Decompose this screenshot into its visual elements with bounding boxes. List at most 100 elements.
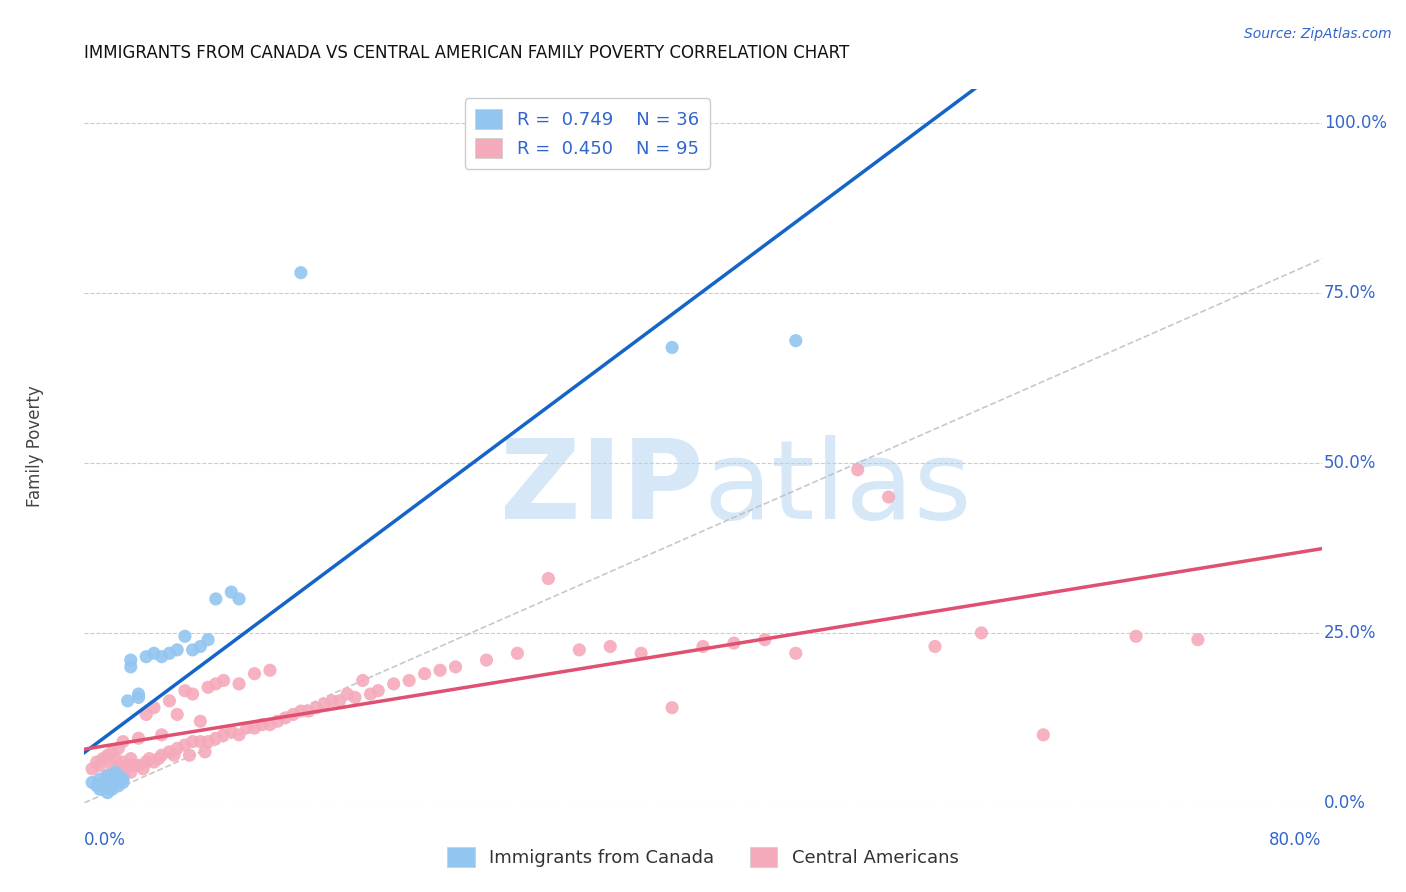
Point: [219, 724, 242, 739]
Point: [104, 769, 127, 783]
Point: [243, 666, 266, 681]
Point: [86, 779, 108, 793]
Point: [537, 572, 560, 586]
Point: [228, 591, 250, 606]
Point: [846, 463, 869, 477]
Point: [135, 707, 157, 722]
Point: [205, 677, 228, 691]
Point: [104, 765, 127, 780]
Point: [112, 734, 135, 748]
Point: [174, 629, 197, 643]
Point: [174, 683, 197, 698]
Point: [188, 640, 211, 654]
Point: [328, 694, 352, 708]
Point: [661, 700, 683, 714]
Text: 75.0%: 75.0%: [1324, 284, 1376, 302]
Point: [360, 687, 382, 701]
Point: [120, 660, 142, 674]
Point: [181, 643, 204, 657]
Point: [96, 786, 118, 800]
Text: 0.0%: 0.0%: [1324, 794, 1367, 812]
Point: [89, 782, 111, 797]
Text: 50.0%: 50.0%: [1324, 454, 1376, 472]
Point: [117, 758, 139, 772]
Text: 100.0%: 100.0%: [1324, 114, 1388, 132]
Legend: Immigrants from Canada, Central Americans: Immigrants from Canada, Central American…: [440, 839, 966, 874]
Point: [104, 775, 127, 789]
Point: [150, 649, 173, 664]
Point: [243, 721, 266, 735]
Point: [166, 707, 188, 722]
Point: [212, 673, 235, 688]
Point: [112, 775, 135, 789]
Point: [259, 717, 281, 731]
Point: [343, 690, 366, 705]
Point: [107, 769, 129, 783]
Point: [413, 666, 436, 681]
Point: [312, 698, 335, 712]
Point: [174, 738, 197, 752]
Point: [290, 704, 312, 718]
Point: [107, 741, 129, 756]
Point: [122, 758, 145, 772]
Point: [475, 653, 498, 667]
Point: [143, 646, 166, 660]
Point: [104, 751, 127, 765]
Point: [630, 646, 652, 660]
Point: [1187, 632, 1209, 647]
Point: [132, 762, 155, 776]
Point: [228, 677, 250, 691]
Point: [82, 775, 104, 789]
Point: [107, 779, 129, 793]
Point: [159, 646, 180, 660]
Point: [86, 755, 108, 769]
Point: [188, 714, 211, 729]
Point: [135, 649, 157, 664]
Point: [259, 663, 281, 677]
Point: [754, 632, 776, 647]
Point: [205, 591, 228, 606]
Point: [94, 779, 117, 793]
Point: [205, 731, 228, 746]
Text: ZIP: ZIP: [499, 435, 703, 542]
Point: [444, 660, 467, 674]
Point: [785, 334, 807, 348]
Point: [219, 585, 242, 599]
Point: [1032, 728, 1054, 742]
Point: [506, 646, 529, 660]
Point: [305, 700, 328, 714]
Text: 80.0%: 80.0%: [1270, 831, 1322, 849]
Point: [112, 755, 135, 769]
Text: atlas: atlas: [703, 435, 972, 542]
Point: [91, 775, 114, 789]
Point: [274, 711, 297, 725]
Point: [101, 782, 124, 797]
Point: [143, 700, 166, 714]
Point: [112, 769, 135, 783]
Point: [692, 640, 714, 654]
Point: [101, 745, 124, 759]
Point: [159, 745, 180, 759]
Point: [101, 775, 124, 789]
Point: [112, 772, 135, 786]
Point: [188, 734, 211, 748]
Point: [785, 646, 807, 660]
Point: [181, 734, 204, 748]
Text: IMMIGRANTS FROM CANADA VS CENTRAL AMERICAN FAMILY POVERTY CORRELATION CHART: IMMIGRANTS FROM CANADA VS CENTRAL AMERIC…: [84, 45, 849, 62]
Point: [150, 728, 173, 742]
Point: [120, 653, 142, 667]
Text: Source: ZipAtlas.com: Source: ZipAtlas.com: [1244, 27, 1392, 41]
Point: [101, 758, 124, 772]
Point: [159, 694, 180, 708]
Point: [297, 704, 319, 718]
Point: [382, 677, 405, 691]
Point: [1125, 629, 1147, 643]
Point: [120, 765, 142, 780]
Point: [135, 755, 157, 769]
Point: [120, 751, 142, 765]
Point: [228, 728, 250, 742]
Point: [96, 769, 118, 783]
Point: [96, 748, 118, 763]
Point: [89, 758, 111, 772]
Point: [924, 640, 946, 654]
